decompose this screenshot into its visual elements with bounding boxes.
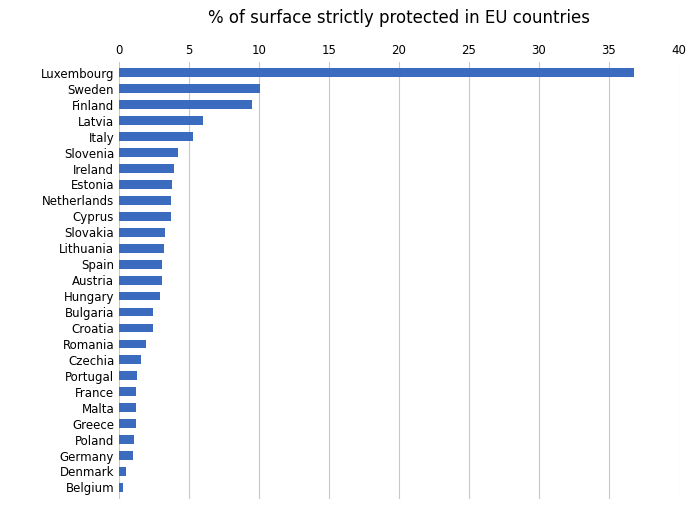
- Bar: [119, 132, 193, 141]
- Bar: [119, 467, 126, 476]
- Bar: [119, 260, 162, 269]
- Bar: [119, 324, 153, 333]
- Bar: [119, 356, 141, 364]
- Bar: [119, 403, 136, 412]
- Bar: [119, 308, 153, 317]
- Bar: [119, 244, 164, 252]
- Bar: [119, 196, 171, 205]
- Bar: [119, 340, 146, 348]
- Bar: [119, 483, 123, 492]
- Bar: [119, 419, 136, 428]
- Bar: [119, 116, 203, 125]
- Bar: [119, 164, 174, 173]
- Bar: [119, 228, 165, 236]
- Bar: [119, 212, 171, 221]
- Title: % of surface strictly protected in EU countries: % of surface strictly protected in EU co…: [208, 9, 590, 27]
- Bar: [119, 372, 137, 380]
- Bar: [119, 84, 260, 93]
- Bar: [119, 451, 133, 460]
- Bar: [119, 180, 172, 189]
- Bar: [119, 388, 136, 396]
- Bar: [119, 68, 634, 77]
- Bar: [119, 435, 134, 444]
- Bar: [119, 148, 178, 157]
- Bar: [119, 100, 252, 109]
- Bar: [119, 291, 160, 301]
- Bar: [119, 276, 162, 285]
